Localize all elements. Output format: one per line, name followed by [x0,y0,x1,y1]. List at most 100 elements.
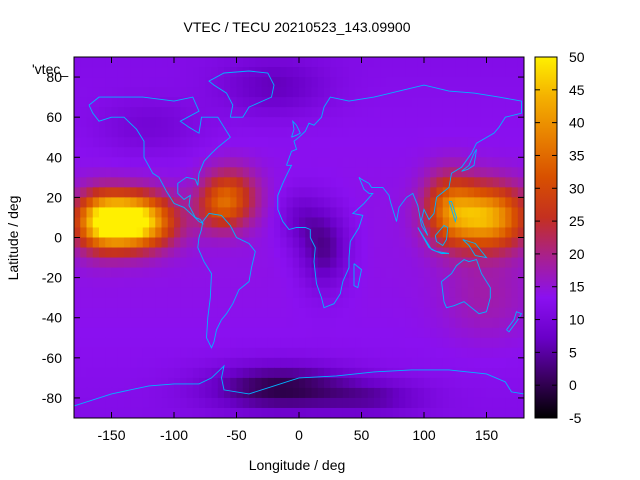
heatmap-cell [511,247,519,259]
heatmap-cell [349,77,356,88]
heatmap-cell [330,217,338,229]
heatmap-cell [330,377,338,389]
heatmap-cell [230,87,238,98]
heatmap-cell [136,117,144,128]
heatmap-cell [330,307,338,319]
heatmap-cell [411,347,419,359]
heatmap-cell [424,397,431,409]
heatmap-cell [505,237,513,249]
heatmap-cell [105,397,113,409]
heatmap-cell [74,217,81,229]
heatmap-cell [186,167,194,178]
heatmap-cell [267,307,275,319]
heatmap-cell [467,147,475,158]
heatmap-cell [292,307,300,319]
heatmap-cell [517,97,524,108]
heatmap-cell [317,127,325,138]
heatmap-cell [99,217,106,229]
heatmap-cell [286,197,294,209]
heatmap-cell [417,327,425,339]
heatmap-cell [474,177,481,188]
heatmap-cell [430,197,438,209]
heatmap-cell [174,197,181,209]
heatmap-cell [136,337,144,349]
heatmap-cell [511,207,519,219]
heatmap-cell [217,387,225,399]
heatmap-cell [161,157,169,168]
heatmap-cell [274,177,281,188]
heatmap-cell [317,337,325,349]
heatmap-cell [349,257,356,269]
heatmap-cell [380,387,388,399]
heatmap-cell [474,337,481,349]
heatmap-cell [74,147,81,158]
heatmap-cell [499,197,506,209]
heatmap-cell [136,267,144,279]
y-tick-label: -60 [42,350,62,366]
heatmap-cell [355,157,363,168]
heatmap-cell [280,307,288,319]
heatmap-cell [436,217,444,229]
heatmap-cell [86,327,94,339]
heatmap-cell [74,127,81,138]
heatmap-cell [111,297,119,309]
heatmap-cell [124,217,131,229]
heatmap-cell [324,267,331,279]
heatmap-cell [130,287,138,299]
heatmap-cell [361,97,369,108]
heatmap-cell [267,67,275,78]
heatmap-cell [424,377,431,389]
heatmap-cell [361,77,369,88]
heatmap-cell [361,187,369,198]
heatmap-cell [336,297,344,309]
heatmap-cell [461,57,469,68]
heatmap-cell [417,197,425,209]
heatmap-cell [199,167,206,178]
heatmap-cell [517,197,524,209]
heatmap-cell [380,77,388,88]
heatmap-cell [442,367,450,379]
heatmap-cell [311,397,319,409]
heatmap-cell [255,57,263,68]
heatmap-cell [505,187,513,198]
heatmap-cell [142,67,150,78]
heatmap-cell [186,227,194,239]
heatmap-cell [417,257,425,269]
heatmap-cell [386,77,394,88]
heatmap-cell [236,187,244,198]
heatmap-cell [349,97,356,108]
heatmap-cell [461,407,469,418]
heatmap-cell [411,297,419,309]
heatmap-cell [367,227,375,239]
heatmap-cell [149,257,156,269]
heatmap-cell [299,407,306,418]
heatmap-cell [286,367,294,379]
heatmap-cell [286,67,294,78]
heatmap-cell [330,247,338,259]
heatmap-cell [405,107,413,118]
heatmap-cell [330,177,338,188]
heatmap-cell [449,77,456,88]
heatmap-cell [311,77,319,88]
heatmap-cell [417,317,425,329]
heatmap-cell [424,167,431,178]
heatmap-cell [424,187,431,198]
heatmap-cell [86,107,94,118]
heatmap-cell [149,107,156,118]
heatmap-cell [299,287,306,299]
heatmap-cell [461,97,469,108]
heatmap-cell [124,167,131,178]
heatmap-cell [211,327,219,339]
heatmap-cell [180,97,188,108]
heatmap-cell [342,137,350,148]
heatmap-cell [417,367,425,379]
heatmap-cell [255,87,263,98]
heatmap-cell [486,257,494,269]
heatmap-cell [392,387,400,399]
heatmap-cell [461,227,469,239]
heatmap-cell [236,377,244,389]
heatmap-cell [105,187,113,198]
heatmap-cell [486,77,494,88]
heatmap-cell [499,87,506,98]
heatmap-cell [236,137,244,148]
